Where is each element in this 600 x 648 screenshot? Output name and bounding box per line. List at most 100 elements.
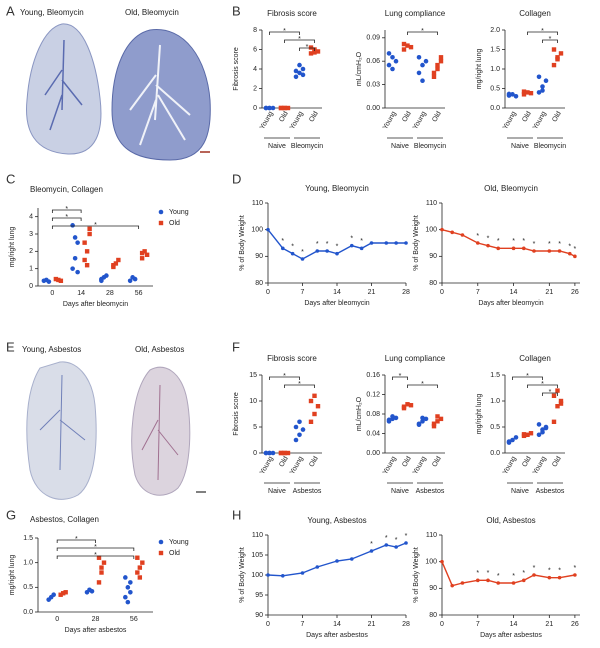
x-tick-label: Young	[382, 455, 398, 476]
x-tick-label: 21	[368, 289, 376, 296]
x-tick-label: 0	[266, 621, 270, 628]
data-point	[89, 588, 95, 594]
data-point	[72, 235, 78, 240]
significance-bracket	[56, 555, 135, 559]
y-tick-label: 0.0	[23, 609, 33, 616]
data-point	[125, 599, 131, 605]
data-point	[82, 240, 87, 245]
y-tick-label: 0	[253, 105, 257, 112]
data-point	[113, 261, 119, 266]
group-label: Bleomycin	[291, 143, 323, 150]
data-point	[390, 66, 395, 72]
data-point	[282, 450, 287, 456]
y-tick-label: 0.03	[366, 81, 380, 88]
data-point	[111, 263, 116, 268]
data-point	[486, 243, 490, 248]
chart-title: Young, Bleomycin	[305, 184, 369, 193]
x-tick-label: Old	[431, 110, 443, 123]
data-point	[123, 594, 128, 600]
significance-label: *	[568, 244, 571, 251]
data-point	[278, 105, 284, 111]
data-point	[308, 45, 314, 50]
significance-label: *	[574, 565, 577, 572]
data-point	[315, 249, 320, 253]
y-tick-label: 2	[29, 248, 33, 255]
x-tick-label: 28	[106, 290, 114, 297]
y-tick-label: 0.04	[366, 430, 380, 437]
data-point	[104, 273, 109, 278]
significance-bracket	[527, 384, 558, 388]
data-point	[139, 256, 145, 261]
data-point	[56, 277, 61, 283]
y-axis-label: mg/right lung	[9, 555, 16, 596]
data-point	[435, 66, 440, 72]
x-tick-label: 28	[402, 289, 410, 296]
data-point	[293, 437, 299, 443]
data-point	[416, 55, 422, 60]
significance-label: *	[487, 570, 490, 577]
data-point	[536, 422, 542, 427]
data-point	[450, 230, 455, 235]
data-point	[384, 241, 389, 245]
y-axis-label: % of Body Weight	[239, 215, 246, 271]
data-point	[393, 415, 399, 421]
y-axis-label: mL/cmH₂O	[356, 396, 363, 431]
data-point	[72, 255, 78, 261]
data-point	[405, 43, 410, 48]
chart-title: Old, Bleomycin	[484, 184, 538, 193]
data-point	[58, 592, 63, 597]
significance-label: *	[487, 236, 490, 243]
data-point	[431, 423, 437, 429]
data-point	[423, 416, 429, 422]
x-tick-label: Old	[401, 110, 413, 123]
x-tick-label: 21	[545, 621, 553, 628]
data-point	[558, 51, 564, 56]
chart-title: Collagen	[519, 354, 551, 363]
data-point	[51, 592, 56, 598]
legend-marker	[158, 220, 164, 226]
significance-bracket	[51, 209, 82, 213]
y-tick-label: 0.09	[366, 35, 380, 42]
panel-label: H	[232, 507, 241, 522]
data-point	[528, 90, 534, 96]
data-point	[335, 251, 339, 256]
data-point	[70, 266, 75, 271]
data-point	[475, 578, 480, 583]
significance-label: *	[65, 206, 68, 213]
data-point	[263, 105, 269, 111]
data-point	[267, 105, 272, 111]
significance-label: *	[291, 244, 294, 251]
y-tick-label: 4	[29, 214, 33, 221]
data-point	[557, 575, 562, 580]
lung-image	[131, 366, 191, 496]
data-point	[285, 105, 291, 111]
data-point	[270, 105, 276, 111]
data-point	[435, 419, 440, 424]
x-tick-label: Young	[259, 455, 275, 476]
data-point	[96, 555, 102, 560]
data-point	[96, 580, 102, 585]
significance-bracket	[51, 217, 82, 221]
significance-label: *	[405, 533, 408, 540]
x-tick-label: Old	[278, 110, 290, 123]
data-point	[266, 227, 270, 232]
data-point	[431, 421, 437, 426]
significance-label: *	[283, 28, 286, 35]
significance-label: *	[281, 238, 284, 245]
data-point	[543, 425, 549, 431]
significance-label: *	[360, 238, 363, 245]
x-tick-label: 14	[77, 290, 85, 297]
y-tick-label: 5	[253, 424, 257, 431]
y-tick-label: 0.5	[23, 584, 33, 591]
group-label: Naive	[268, 143, 286, 150]
x-tick-label: Old	[551, 110, 563, 123]
data-point	[308, 419, 314, 424]
lung-image	[26, 361, 97, 500]
y-tick-label: 0.0	[490, 450, 500, 457]
data-point	[558, 398, 564, 404]
legend-marker	[158, 539, 164, 545]
significance-bracket	[512, 376, 543, 380]
y-tick-label: 3	[29, 231, 33, 238]
significance-label: *	[541, 28, 544, 35]
